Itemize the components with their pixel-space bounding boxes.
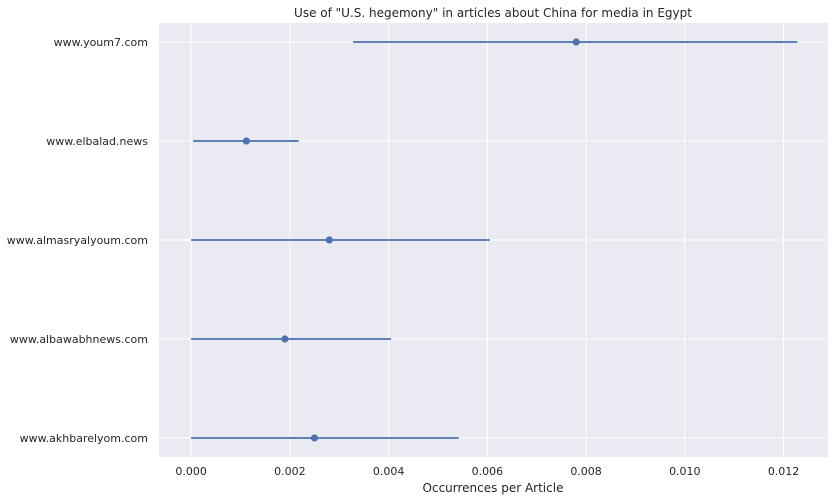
x-tick-label: 0.002 [274,465,306,478]
x-tick-label: 0.010 [669,465,701,478]
x-tick-labels: 0.000 0.002 0.004 0.006 0.008 0.010 0.012 [175,465,799,478]
y-tick-label: www.youm7.com [54,36,148,49]
chart-title: Use of "U.S. hegemony" in articles about… [294,6,692,20]
x-tick-label: 0.008 [570,465,602,478]
data-point [325,236,333,244]
x-tick-label: 0.012 [768,465,800,478]
data-point [242,137,250,145]
y-tick-labels: www.youm7.com www.elbalad.news www.almasry… [7,36,148,445]
y-tick-label: www.elbalad.news [46,135,148,148]
data-marks [191,38,798,442]
y-tick-label: www.almasryalyoum.com [7,234,148,247]
y-tick-label: www.akhbarelyom.com [20,432,148,445]
data-point [281,335,289,343]
x-tick-label: 0.004 [373,465,405,478]
x-tick-label: 0.000 [175,465,207,478]
y-tick-label: www.albawabhnews.com [10,333,148,346]
x-tick-label: 0.006 [472,465,504,478]
data-point [310,434,319,442]
x-axis-label: Occurrences per Article [423,481,564,495]
data-point [572,38,580,46]
